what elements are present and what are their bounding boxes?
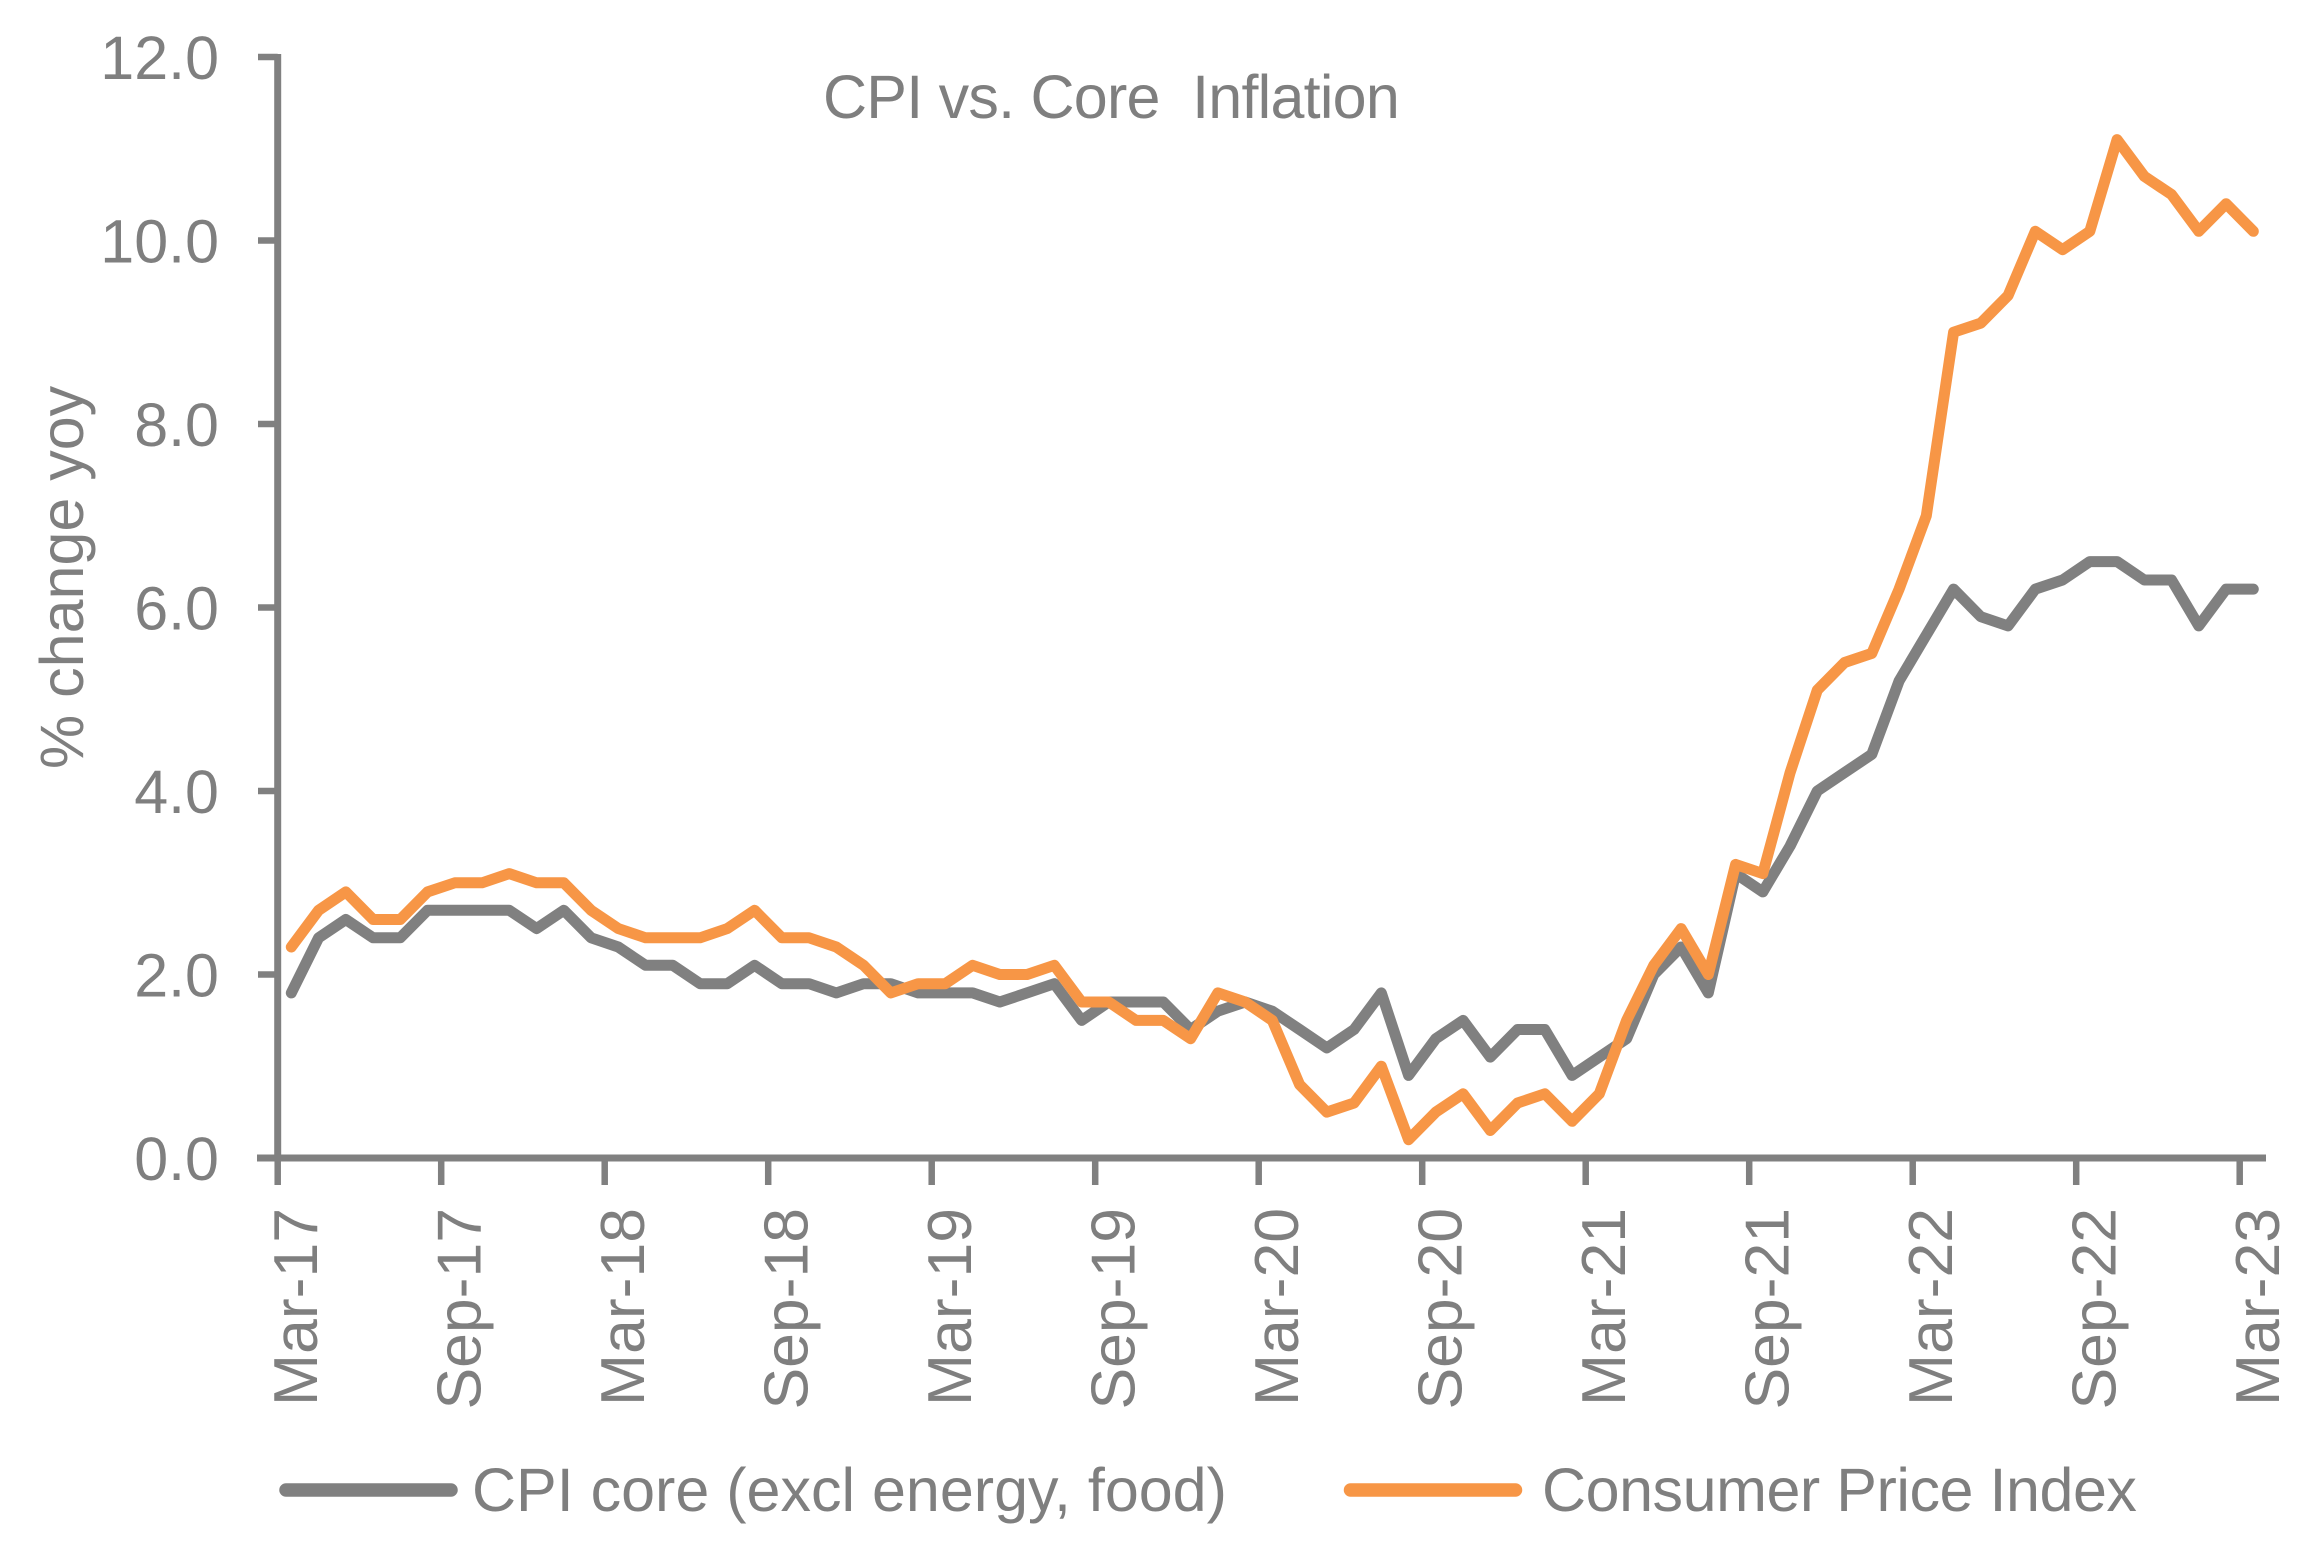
svg-text:Sep-22: Sep-22 [2060, 1208, 2130, 1410]
svg-text:Mar-23: Mar-23 [2223, 1208, 2293, 1406]
svg-text:CPI core (excl energy, food): CPI core (excl energy, food) [472, 1456, 1227, 1524]
svg-text:Sep-18: Sep-18 [752, 1208, 822, 1410]
svg-text:4.0: 4.0 [134, 758, 219, 826]
svg-text:10.0: 10.0 [100, 208, 219, 276]
svg-text:Mar-18: Mar-18 [588, 1208, 658, 1406]
svg-text:Sep-17: Sep-17 [425, 1208, 495, 1410]
svg-text:Consumer Price Index: Consumer Price Index [1542, 1456, 2136, 1524]
svg-text:Mar-22: Mar-22 [1896, 1208, 1966, 1406]
svg-text:% change yoy: % change yoy [28, 385, 96, 769]
svg-text:Mar-19: Mar-19 [915, 1208, 985, 1406]
svg-text:CPI vs. Core Inflation: CPI vs. Core Inflation [823, 63, 1399, 131]
svg-text:Mar-17: Mar-17 [261, 1208, 331, 1406]
svg-text:Mar-21: Mar-21 [1569, 1208, 1639, 1406]
svg-text:Sep-21: Sep-21 [1733, 1208, 1803, 1410]
svg-text:0.0: 0.0 [134, 1125, 219, 1193]
svg-text:Sep-19: Sep-19 [1079, 1208, 1149, 1410]
svg-text:2.0: 2.0 [134, 942, 219, 1010]
svg-text:12.0: 12.0 [100, 24, 219, 92]
svg-text:Mar-20: Mar-20 [1242, 1208, 1312, 1406]
svg-text:6.0: 6.0 [134, 575, 219, 643]
svg-text:8.0: 8.0 [134, 391, 219, 459]
svg-text:Sep-20: Sep-20 [1406, 1208, 1476, 1410]
